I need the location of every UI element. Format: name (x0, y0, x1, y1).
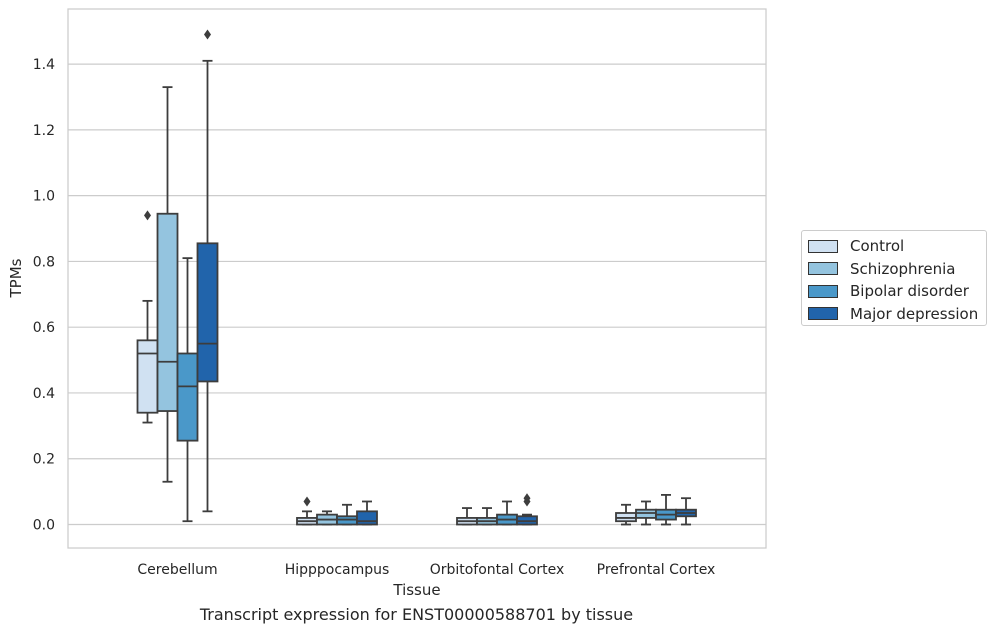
y-tick-label: 0.6 (33, 320, 55, 336)
outlier-marker (204, 29, 211, 40)
box-group (296, 496, 378, 526)
y-tick-label: 0.4 (33, 386, 55, 402)
legend-item-schizophrenia: Schizophrenia (808, 258, 986, 281)
legend-label: Schizophrenia (850, 259, 956, 278)
box (196, 242, 219, 383)
x-axis-label: Tissue (392, 581, 440, 599)
x-tick-label: Prefrontal Cortex (597, 562, 716, 578)
outlier-marker (303, 496, 311, 507)
legend-swatch (808, 262, 838, 276)
legend-label: Major depression (850, 304, 979, 323)
y-tick-label: 0.2 (33, 452, 55, 468)
legend-swatch (808, 284, 838, 298)
box (156, 212, 179, 412)
legend-item-major-depression: Major depression (808, 303, 986, 326)
legend-swatch (808, 307, 838, 321)
x-tick-labels: Cerebellum Hipppocampus Orbitofontal Corte… (137, 562, 715, 578)
legend-item-control: Control (808, 235, 986, 258)
outlier-marker (144, 210, 151, 221)
y-axis-label: TPMs (7, 258, 25, 298)
y-tick-labels: 0.0 0.2 0.4 0.6 0.8 1.0 1.2 1.4 (33, 57, 55, 533)
outlier-marker (523, 493, 531, 504)
x-tick-label: Orbitofontal Cortex (430, 562, 565, 578)
y-tick-label: 1.4 (33, 57, 55, 73)
legend-label: Bipolar disorder (850, 282, 969, 301)
y-tick-label: 0.8 (33, 254, 55, 270)
box-group (136, 29, 219, 523)
legend-swatch (808, 239, 838, 253)
plot-frame (67, 8, 767, 549)
x-tick-label: Hipppocampus (285, 562, 390, 578)
box-group (456, 493, 538, 526)
y-tick-label: 0.0 (33, 518, 55, 534)
y-tick-label: 1.0 (33, 189, 55, 205)
box (136, 339, 159, 414)
box (176, 352, 199, 442)
x-tick-label: Cerebellum (137, 562, 217, 578)
chart-caption: Transcript expression for ENST0000058870… (199, 605, 634, 624)
box (356, 510, 378, 526)
box-group (615, 494, 697, 526)
box-groups (136, 29, 697, 526)
y-tick-label: 1.2 (33, 123, 55, 139)
legend-label: Control (850, 237, 905, 256)
legend-item-bipolar-disorder: Bipolar disorder (808, 280, 986, 303)
legend: Control Schizophrenia Bipolar disorder M… (801, 230, 987, 326)
